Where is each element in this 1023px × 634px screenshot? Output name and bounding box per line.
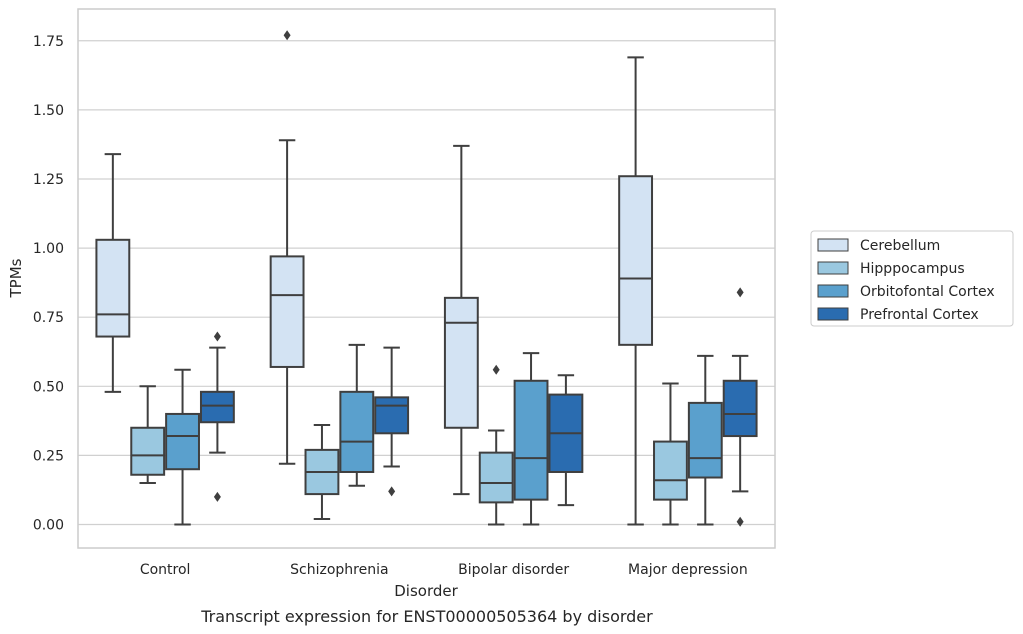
- y-tick-label: 1.50: [33, 103, 64, 119]
- box-prefrontal-cortex: [199, 331, 235, 502]
- box-iqr: [653, 440, 688, 501]
- legend-swatch: [817, 307, 849, 321]
- box-iqr: [687, 401, 723, 479]
- box-cerebellum: [269, 30, 305, 465]
- legend-label: Orbitofontal Cortex: [860, 284, 995, 300]
- plot-area-frame: [77, 8, 776, 549]
- box-iqr: [199, 390, 235, 424]
- x-axis-label: Disorder: [394, 582, 458, 600]
- box-iqr: [722, 379, 758, 438]
- y-tick-label: 0.75: [33, 310, 64, 326]
- box-iqr: [269, 255, 305, 368]
- legend-swatch: [817, 261, 849, 275]
- y-tick-label: 1.25: [33, 172, 64, 188]
- box-cerebellum: [443, 144, 479, 496]
- legend-swatch: [817, 238, 849, 252]
- box-iqr: [513, 379, 549, 501]
- box-cerebellum: [95, 153, 131, 393]
- outlier-point: [736, 516, 744, 527]
- y-tick-label: 0.50: [33, 379, 64, 395]
- legend-label: Prefrontal Cortex: [860, 307, 979, 323]
- box-orbitofontal-cortex: [513, 352, 549, 526]
- box-hipppocampus: [653, 382, 688, 526]
- outlier-point: [213, 491, 221, 502]
- box-hipppocampus: [478, 364, 514, 526]
- chart-caption: Transcript expression for ENST0000050536…: [200, 607, 653, 626]
- x-axis-ticks: Control Schizophrenia Bipolar disorder Majo…: [140, 562, 748, 578]
- box-prefrontal-cortex: [722, 287, 758, 527]
- outlier-point: [283, 30, 291, 41]
- box-hipppocampus: [304, 423, 340, 520]
- outlier-point: [388, 486, 396, 497]
- box-prefrontal-cortex: [374, 346, 410, 497]
- y-tick-label: 1.75: [33, 34, 64, 50]
- y-tick-label: 0.25: [33, 448, 64, 464]
- box-prefrontal-cortex: [548, 374, 584, 507]
- box-orbitofontal-cortex: [165, 368, 200, 526]
- box-iqr: [443, 296, 479, 429]
- box-iqr: [618, 175, 654, 346]
- legend-label: Cerebellum: [860, 238, 940, 254]
- y-tick-label: 0.00: [33, 518, 64, 534]
- box-hipppocampus: [130, 385, 166, 485]
- outlier-point: [213, 331, 221, 342]
- box-cerebellum: [618, 56, 654, 526]
- box-orbitofontal-cortex: [339, 343, 375, 487]
- legend-swatch: [817, 284, 849, 298]
- y-axis-ticks: 0.00 0.25 0.50 0.75 1.00 1.25 1.50 1.75: [33, 34, 64, 534]
- legend-label: Hipppocampus: [860, 261, 965, 277]
- legend: Cerebellum Hipppocampus Orbitofontal Corte…: [810, 230, 1014, 327]
- box-iqr: [130, 426, 166, 476]
- x-tick-label: Control: [140, 562, 191, 578]
- x-tick-label: Major depression: [628, 562, 748, 578]
- y-axis-label: TPMs: [7, 258, 25, 298]
- outlier-point: [492, 364, 500, 375]
- y-tick-label: 1.00: [33, 241, 64, 257]
- box-iqr: [95, 238, 131, 338]
- box-iqr: [339, 390, 375, 473]
- outlier-point: [736, 287, 744, 298]
- box-plot-series: [95, 30, 758, 527]
- x-tick-label: Bipolar disorder: [458, 562, 569, 578]
- box-iqr: [478, 451, 514, 504]
- x-tick-label: Schizophrenia: [290, 562, 388, 578]
- box-iqr: [165, 412, 200, 471]
- box-iqr: [374, 396, 410, 435]
- box-orbitofontal-cortex: [687, 354, 723, 526]
- legend-frame: [810, 230, 1014, 327]
